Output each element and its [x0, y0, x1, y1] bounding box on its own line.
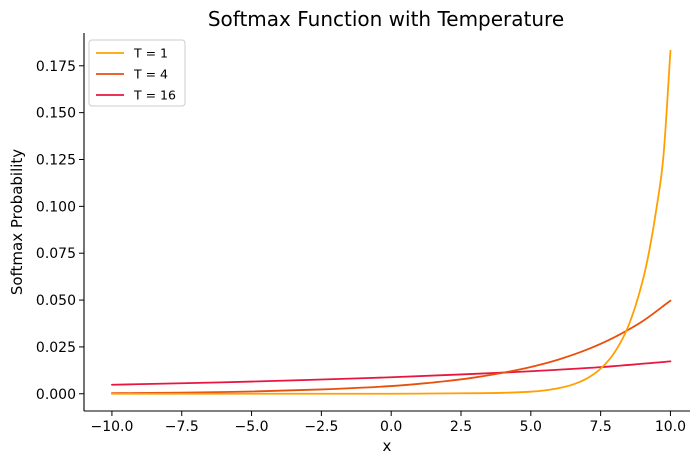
plot-area	[111, 49, 672, 395]
chart-title: Softmax Function with Temperature	[208, 7, 564, 31]
y-tick-label: 0.100	[36, 199, 76, 215]
y-tick-label: 0.150	[36, 106, 76, 122]
x-tick-label: 5.0	[520, 419, 542, 435]
y-tick-label: 0.075	[36, 246, 76, 262]
x-tick-label: 2.5	[450, 419, 472, 435]
legend-box	[88, 39, 186, 107]
y-axis-title: Softmax Probability	[8, 149, 26, 295]
x-tick-label: 7.5	[590, 419, 612, 435]
x-tick-label: −2.5	[304, 419, 338, 435]
x-tick-label: −5.0	[235, 419, 269, 435]
x-tick-label: −7.5	[165, 419, 199, 435]
y-tick-label: 0.000	[36, 387, 76, 403]
y-axis-ticks: 0.000 0.025 0.050 0.075 0.100 0.125 0.150 0.175	[36, 59, 84, 403]
x-tick-label: −10.0	[90, 419, 133, 435]
x-axis-ticks: −10.0 −7.5 −5.0 −2.5 0.0 2.5 5.0 7.5 10.0	[90, 411, 686, 435]
y-tick-label: 0.050	[36, 293, 76, 309]
legend: T = 1 T = 4 T = 16	[88, 39, 186, 107]
series-line-t-16	[111, 360, 672, 386]
y-tick-label: 0.175	[36, 59, 76, 75]
x-tick-label: 10.0	[655, 419, 686, 435]
y-tick-label: 0.025	[36, 340, 76, 356]
series-line-t-4	[111, 299, 672, 395]
legend-label: T = 16	[133, 88, 176, 103]
series-line-t-1	[111, 49, 672, 395]
x-axis-title: x	[383, 437, 392, 455]
x-tick-label: 0.0	[380, 419, 402, 435]
y-tick-label: 0.125	[36, 152, 76, 168]
legend-label: T = 4	[133, 67, 168, 82]
legend-label: T = 1	[133, 46, 168, 61]
